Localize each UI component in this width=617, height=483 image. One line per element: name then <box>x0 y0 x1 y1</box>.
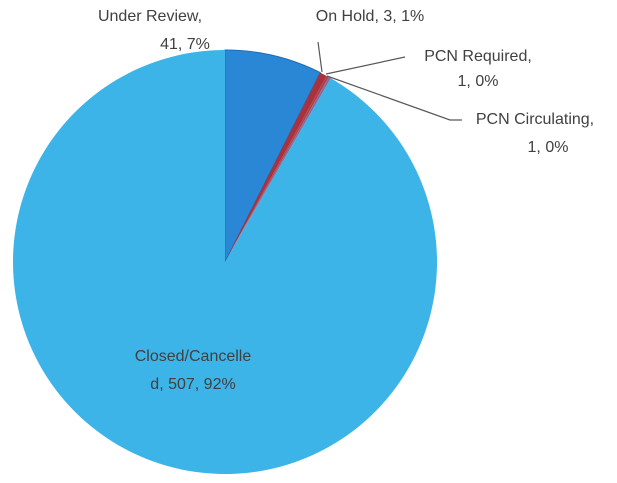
leader-line <box>317 41 323 73</box>
data-label: Closed/Cancelle <box>135 348 252 365</box>
pie-slice <box>225 72 327 262</box>
data-label: d, 507, 92% <box>150 376 235 393</box>
data-label: 1, 0% <box>528 139 569 156</box>
labels: Under Review, 41, 7% On Hold, 3, 1% PCN Req… <box>98 8 594 393</box>
data-label: On Hold, 3, 1% <box>316 8 425 25</box>
pie-slice <box>13 50 438 475</box>
leader-line <box>326 75 462 121</box>
pie-slice <box>225 75 329 262</box>
data-label: Under Review, <box>98 8 202 25</box>
pie-slice <box>224 49 321 263</box>
pie-slice <box>225 77 331 262</box>
leader-line <box>325 56 406 75</box>
data-label: 41, 7% <box>160 36 210 53</box>
pie <box>13 49 438 475</box>
data-label: PCN Circulating, <box>476 111 594 128</box>
data-label: 1, 0% <box>458 73 499 90</box>
data-label: PCN Required, <box>424 48 532 65</box>
